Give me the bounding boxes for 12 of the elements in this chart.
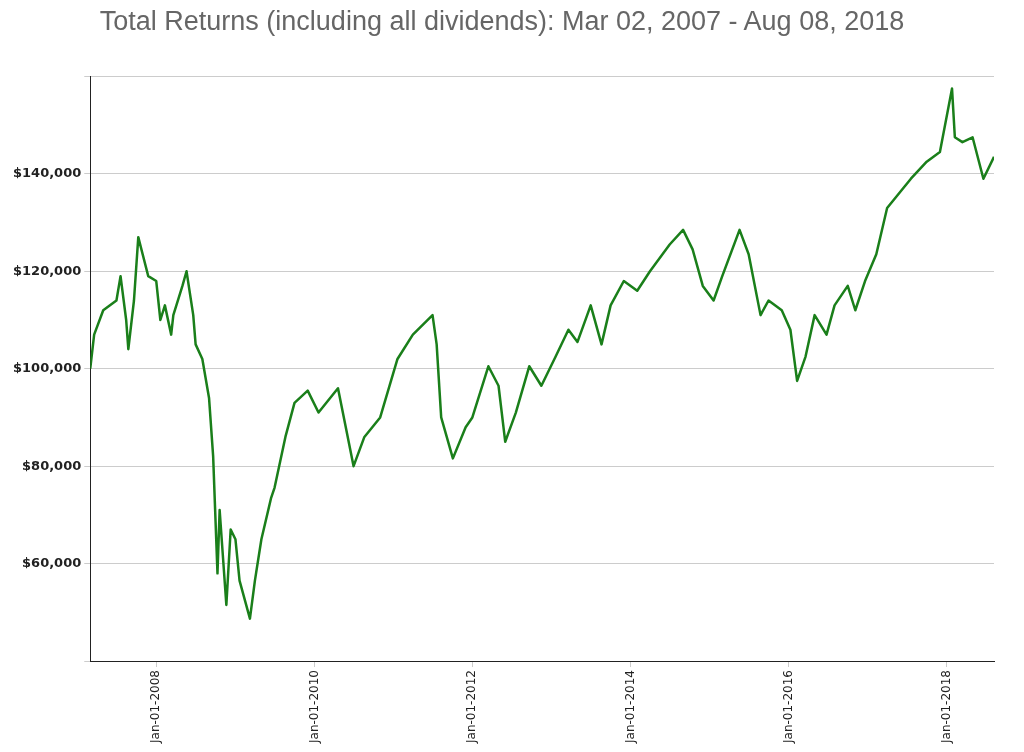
- x-tick-label: Jan-01-2014: [622, 670, 637, 744]
- chart-title: Total Returns (including all dividends): Mar 02, 2007 - Aug 08, 2018: [99, 5, 905, 36]
- x-tick-label: Jan-01-2018: [938, 670, 953, 744]
- x-tick-label: Jan-01-2010: [306, 670, 321, 744]
- x-tick-label: Jan-01-2016: [780, 670, 795, 744]
- x-tick-label: Jan-01-2012: [464, 670, 479, 744]
- x-tick-label: Jan-01-2008: [148, 670, 163, 744]
- y-tick-label: $120,000: [12, 262, 82, 278]
- y-tick-label: $100,000: [12, 360, 82, 376]
- y-tick-label: $60,000: [22, 554, 82, 570]
- y-tick-label: $140,000: [12, 165, 82, 181]
- y-tick-label: $80,000: [22, 457, 82, 473]
